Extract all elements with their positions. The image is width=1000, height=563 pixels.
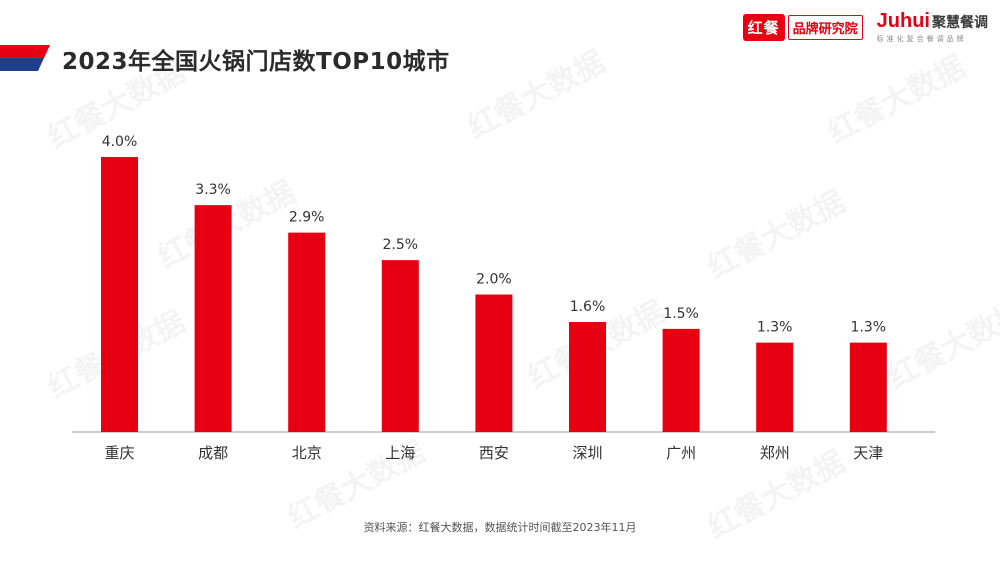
bar-2 xyxy=(194,205,232,432)
bar-6 xyxy=(569,322,606,432)
data-label: 1.6% xyxy=(570,299,606,315)
x-tick-label: 天津 xyxy=(853,444,883,462)
source-note: 资料来源：红餐大数据，数据统计时间截至2023年11月 xyxy=(363,521,637,534)
chart-title: 2023年全国火锅门店数TOP10城市 xyxy=(62,49,450,75)
x-tick-label: 郑州 xyxy=(760,444,790,462)
juhui-logo: Juhui 聚慧餐调 标准化复合餐调品牌 xyxy=(877,10,988,44)
data-label: 3.3% xyxy=(195,182,231,198)
x-tick-label: 深圳 xyxy=(572,444,602,462)
logo-area: 红餐 品牌研究院 Juhui 聚慧餐调 标准化复合餐调品牌 xyxy=(742,10,988,44)
juhui-logo-tagline: 标准化复合餐调品牌 xyxy=(876,35,967,43)
bar-8 xyxy=(756,342,794,432)
x-tick-label: 重庆 xyxy=(104,444,134,462)
data-label: 2.5% xyxy=(383,237,419,253)
data-label: 1.3% xyxy=(757,320,793,336)
hongcan-logo: 红餐 品牌研究院 xyxy=(742,13,863,41)
bar-7 xyxy=(662,328,700,432)
x-tick-label: 上海 xyxy=(385,444,415,462)
bar-4 xyxy=(381,260,419,432)
hongcan-logo-name: 品牌研究院 xyxy=(787,14,863,40)
bar-3 xyxy=(288,232,326,432)
data-label: 1.3% xyxy=(851,320,887,336)
title-accent-bar xyxy=(0,45,50,71)
data-label: 2.9% xyxy=(289,210,325,226)
x-tick-label: 西安 xyxy=(479,444,509,462)
x-tick-label: 广州 xyxy=(666,444,696,462)
data-label: 1.5% xyxy=(663,306,699,322)
bar-9 xyxy=(849,342,887,432)
x-tick-label: 成都 xyxy=(198,444,228,462)
x-tick-label: 北京 xyxy=(292,444,322,462)
hongcan-logo-mark: 红餐 xyxy=(742,13,785,41)
juhui-logo-cn: 聚慧餐调 xyxy=(932,15,988,31)
data-label: 2.0% xyxy=(476,272,512,288)
data-label: 4.0% xyxy=(102,134,138,150)
bar-1 xyxy=(101,157,138,432)
juhui-logo-brand: Juhui xyxy=(876,10,930,32)
bar-5 xyxy=(475,294,513,432)
